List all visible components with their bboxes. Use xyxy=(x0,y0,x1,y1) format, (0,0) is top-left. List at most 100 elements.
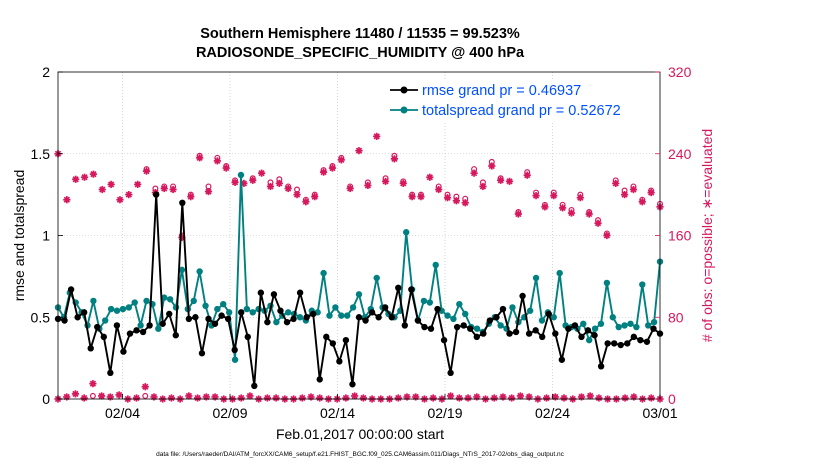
rmse-point xyxy=(238,309,245,316)
obs-evaluated-marker xyxy=(576,194,584,202)
totalspread-point xyxy=(603,279,611,287)
totalspread-point xyxy=(473,325,481,332)
obs-evaluated-marker xyxy=(452,197,460,205)
legend-label-spread: totalspread grand pr = 0.52672 xyxy=(422,103,621,119)
obs-evaluated-marker xyxy=(541,203,549,211)
series-totalspread xyxy=(54,171,664,363)
totalspread-point xyxy=(225,309,233,316)
rmse-point xyxy=(506,330,513,337)
obs-evaluated-marker xyxy=(107,180,115,189)
totalspread-point xyxy=(178,266,186,274)
chart-subtitle: RADIOSONDE_SPECIFIC_HUMIDITY @ 400 hPa xyxy=(195,45,525,61)
obs-evaluated-marker xyxy=(612,179,620,187)
rmse-point xyxy=(637,336,644,344)
rmse-point xyxy=(270,291,278,298)
totalspread-point xyxy=(538,317,546,324)
rmse-point xyxy=(440,336,448,344)
rmse-point xyxy=(362,317,369,324)
obs-evaluated-marker xyxy=(115,391,123,399)
rmse-point xyxy=(172,332,179,339)
obs-evaluated-marker xyxy=(98,185,106,194)
rmse-point xyxy=(218,312,225,319)
obs-evaluated-marker xyxy=(167,394,176,402)
totalspread-point xyxy=(403,229,410,236)
obs-evaluated-marker xyxy=(523,171,531,179)
rmse-point xyxy=(368,309,376,316)
obs-high-markers xyxy=(54,132,664,242)
obs-evaluated-marker xyxy=(464,394,472,402)
obs-evaluated-marker xyxy=(346,184,354,193)
y2-tick-label: 80 xyxy=(668,309,684,325)
totalspread-point xyxy=(343,312,351,319)
legend-label-rmse: rmse grand pr = 0.46937 xyxy=(422,83,581,99)
obs-evaluated-marker xyxy=(142,167,151,175)
obs-evaluated-marker xyxy=(316,394,324,402)
obs-evaluated-marker xyxy=(638,198,646,206)
rmse-point xyxy=(519,292,526,300)
rmse-point xyxy=(224,315,232,323)
totalspread-point xyxy=(420,297,428,305)
obs-evaluated-marker xyxy=(490,394,498,402)
obs-evaluated-marker xyxy=(629,185,638,194)
totalspread-point xyxy=(102,317,109,324)
rmse-point xyxy=(584,327,592,334)
obs-evaluated-marker xyxy=(63,393,71,401)
rmse-point xyxy=(552,330,559,337)
rmse-point xyxy=(493,314,500,321)
rmse-point xyxy=(231,346,238,354)
rmse-point xyxy=(460,322,467,329)
obs-evaluated-marker xyxy=(263,394,271,402)
totalspread-point xyxy=(639,281,646,288)
x-axis-ticks: 02/04 02/09 02/14 02/19 02/24 03/01 xyxy=(105,394,678,421)
rmse-point xyxy=(643,338,651,345)
rmse-point xyxy=(113,322,121,329)
y2-tick-label: 0 xyxy=(668,391,676,407)
obs-evaluated-marker xyxy=(647,188,655,197)
rmse-point xyxy=(100,333,108,341)
totalspread-line xyxy=(57,174,661,361)
obs-evaluated-marker xyxy=(647,394,655,402)
totalspread-point xyxy=(220,300,227,308)
totalspread-point xyxy=(231,356,239,363)
obs-evaluated-marker xyxy=(211,393,219,401)
y2-tick-label: 160 xyxy=(668,228,692,244)
obs-evaluated-marker xyxy=(141,383,149,391)
obs-evaluated-marker xyxy=(196,154,204,162)
y-tick-label: 0 xyxy=(42,391,50,407)
left-axis-ticks: 0 0.5 1 1.5 2 xyxy=(31,64,63,407)
totalspread-point xyxy=(450,315,457,323)
obs-evaluated-marker xyxy=(516,392,525,400)
totalspread-point xyxy=(90,297,97,305)
totalspread-point xyxy=(161,294,168,301)
rmse-point xyxy=(139,328,147,336)
totalspread-point xyxy=(214,305,221,313)
rmse-point xyxy=(336,358,343,365)
rmse-point xyxy=(558,356,566,363)
obs-evaluated-marker xyxy=(525,393,533,401)
obs-evaluated-marker xyxy=(249,176,257,184)
rmse-point xyxy=(545,310,552,318)
obs-evaluated-marker xyxy=(319,168,328,176)
totalspread-point xyxy=(627,320,634,327)
totalspread-point xyxy=(349,304,357,311)
obs-possible-marker xyxy=(89,392,96,399)
obs-evaluated-marker xyxy=(417,193,425,201)
obs-evaluated-marker xyxy=(258,169,266,177)
rmse-point xyxy=(126,330,134,337)
rmse-point xyxy=(486,317,494,324)
obs-evaluated-marker xyxy=(473,393,481,401)
chart-title: Southern Hemisphere 11480 / 11535 = 99.5… xyxy=(200,26,520,42)
obs-evaluated-marker xyxy=(80,173,89,181)
obs-evaluated-marker xyxy=(630,393,638,401)
obs-evaluated-marker xyxy=(132,394,141,402)
rmse-point xyxy=(395,284,402,292)
rmse-point xyxy=(349,381,356,388)
obs-evaluated-marker xyxy=(505,177,514,185)
totalspread-point xyxy=(580,320,587,327)
totalspread-point xyxy=(550,314,557,321)
totalspread-point xyxy=(556,269,563,277)
obs-evaluated-marker xyxy=(359,394,367,402)
obs-evaluated-marker xyxy=(426,173,434,181)
rmse-point xyxy=(591,332,598,339)
obs-evaluated-marker xyxy=(160,184,168,193)
